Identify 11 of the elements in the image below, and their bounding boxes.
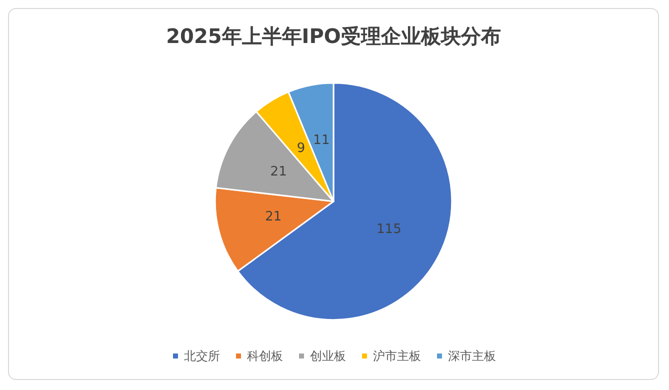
chart-title: 2025年上半年IPO受理企业板块分布 (166, 24, 501, 48)
data-label: 9 (296, 140, 306, 156)
data-label: 21 (265, 210, 282, 225)
legend-label: 深市主板 (448, 349, 496, 363)
legend-label: 沪市主板 (373, 349, 421, 363)
data-label: 11 (313, 132, 330, 148)
legend-label: 科创板 (247, 349, 283, 363)
legend-label: 北交所 (184, 349, 220, 363)
data-label: 115 (376, 222, 402, 238)
legend-label: 创业板 (310, 349, 346, 363)
data-label: 21 (270, 164, 287, 180)
